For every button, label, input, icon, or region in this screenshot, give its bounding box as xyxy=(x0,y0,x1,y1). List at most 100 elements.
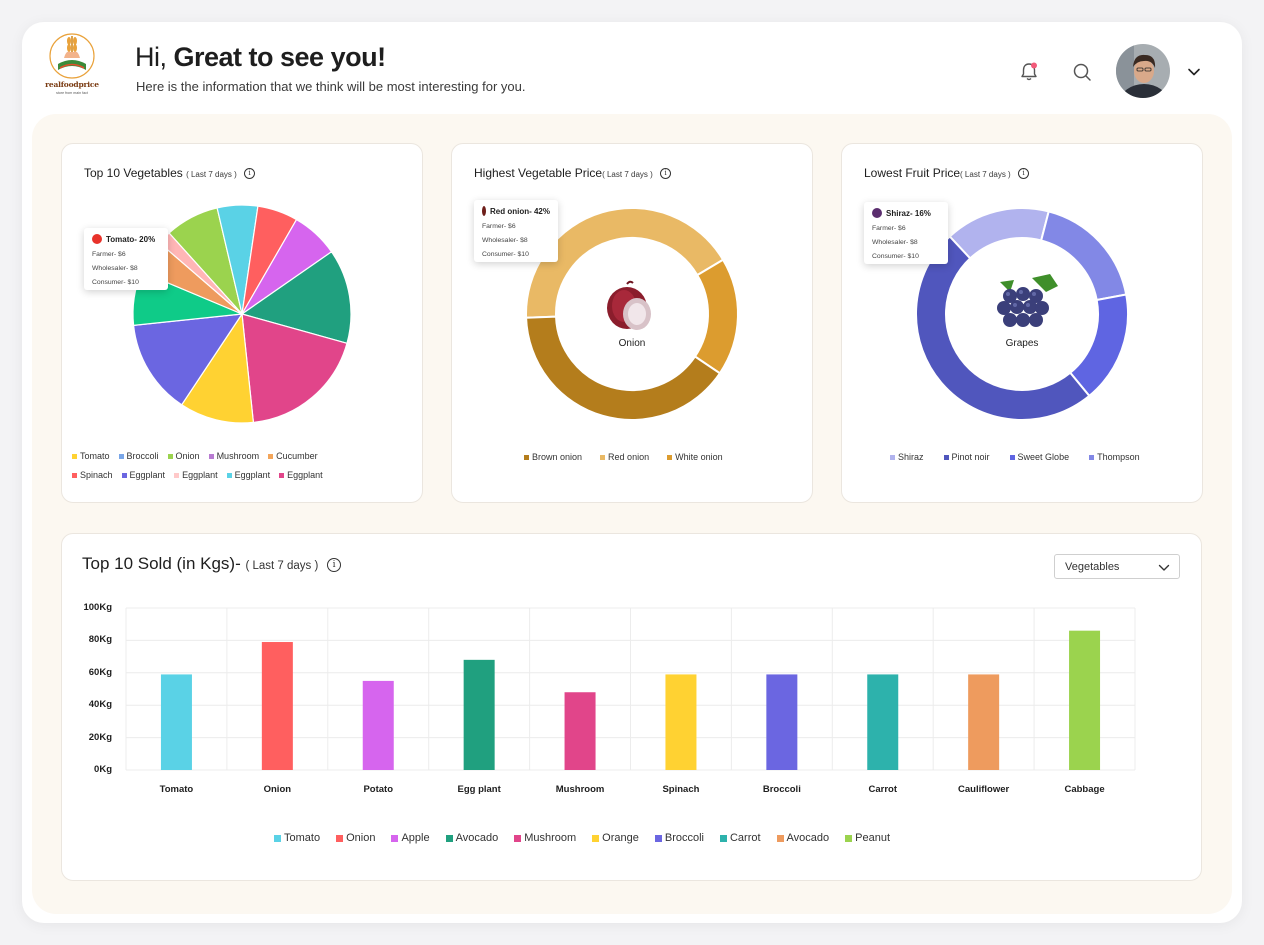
donut-center-label: Onion xyxy=(582,338,682,349)
bar-cauliflower[interactable] xyxy=(968,674,999,770)
legend-swatch xyxy=(514,835,521,842)
grapes-icon xyxy=(872,208,882,218)
legend-label: Avocado xyxy=(787,832,830,844)
legend-label: Mushroom xyxy=(524,832,576,844)
chevron-down-icon xyxy=(1184,62,1204,82)
legend-label: Mushroom xyxy=(217,451,260,461)
bar-potato[interactable] xyxy=(363,681,394,770)
legend-label: Eggplant xyxy=(287,470,323,480)
dashboard-frame: realfoodprice store from main fact Hi, G… xyxy=(22,22,1242,923)
legend-item-onion: Onion xyxy=(168,451,200,461)
legend-label: Tomato xyxy=(80,451,110,461)
bar-cabbage[interactable] xyxy=(1069,631,1100,770)
legend-item-red-onion: Red onion xyxy=(600,452,649,462)
legend-label: Cucumber xyxy=(276,451,318,461)
slice-sweet-globe-2[interactable] xyxy=(1070,295,1128,396)
x-tick-label: Potato xyxy=(328,784,428,795)
legend-swatch xyxy=(446,835,453,842)
tooltip-farmer: Farmer- $6 xyxy=(482,223,550,230)
top-sold-bar-chart xyxy=(62,534,1201,880)
x-tick-label: Carrot xyxy=(833,784,933,795)
tooltip-title: Red onion- 42% xyxy=(490,207,550,216)
legend-label: Apple xyxy=(401,832,429,844)
bar-tomato[interactable] xyxy=(161,674,192,770)
legend-label: Sweet Globe xyxy=(1018,452,1070,462)
x-tick-label: Spinach xyxy=(631,784,731,795)
account-menu-toggle[interactable] xyxy=(1184,62,1204,82)
legend-swatch xyxy=(72,454,77,459)
legend-swatch xyxy=(720,835,727,842)
legend-item-broccoli: Broccoli xyxy=(119,451,159,461)
bar-chart-legend: Tomato Onion Apple Avocado Mushroom Orange Bro… xyxy=(274,832,890,844)
legend-swatch xyxy=(524,455,529,460)
user-avatar[interactable] xyxy=(1116,44,1170,98)
search-button[interactable] xyxy=(1070,60,1094,84)
legend-item-onion: Onion xyxy=(336,832,375,844)
legend-item-sweet-globe: Sweet Globe xyxy=(1010,452,1070,462)
top-sold-card: Top 10 Sold (in Kgs)- ( Last 7 days ) i … xyxy=(61,533,1202,881)
bar-spinach[interactable] xyxy=(665,674,696,770)
legend-swatch xyxy=(168,454,173,459)
legend-label: Brown onion xyxy=(532,452,582,462)
legend-label: Red onion xyxy=(608,452,649,462)
legend-label: Pinot noir xyxy=(952,452,990,462)
logo-tagline: store from main fact xyxy=(44,91,100,95)
legend-item-eggplant: Eggplant xyxy=(227,470,271,480)
bar-mushroom[interactable] xyxy=(565,692,596,770)
legend-swatch xyxy=(174,473,179,478)
grapes-icon xyxy=(980,272,1064,334)
bar-egg-plant[interactable] xyxy=(464,660,495,770)
legend-label: Shiraz xyxy=(898,452,924,462)
legend-item-orange: Orange xyxy=(592,832,639,844)
legend-item-avocado: Avocado xyxy=(777,832,830,844)
bar-onion[interactable] xyxy=(262,642,293,770)
tooltip-farmer: Farmer- $6 xyxy=(92,251,160,258)
y-tick-label: 60Kg xyxy=(72,667,112,678)
tooltip-consumer: Consumer- $10 xyxy=(872,253,940,260)
page-title: Hi, Great to see you! xyxy=(135,42,386,73)
legend-item-cucumber: Cucumber xyxy=(268,451,318,461)
search-icon xyxy=(1070,60,1094,84)
x-tick-label: Mushroom xyxy=(530,784,630,795)
bar-broccoli[interactable] xyxy=(766,674,797,770)
highest-vegetable-price-card: Highest Vegetable Price( Last 7 days ) i… xyxy=(451,143,813,503)
top-vegetables-card: Top 10 Vegetables ( Last 7 days ) i Toma… xyxy=(61,143,423,503)
legend-item-eggplant: Eggplant xyxy=(279,470,323,480)
legend-label: Avocado xyxy=(456,832,499,844)
x-tick-label: Onion xyxy=(227,784,327,795)
slice-white-onion-1[interactable] xyxy=(695,260,738,374)
tooltip-wholesaler: Wholesaler- $8 xyxy=(482,237,550,244)
greeting-bold: Great to see you! xyxy=(174,42,386,72)
chart-tooltip: Red onion- 42% Farmer- $6 Wholesaler- $8… xyxy=(474,200,558,262)
tomato-icon xyxy=(92,234,102,244)
legend-item-spinach: Spinach xyxy=(72,470,113,480)
pie-legend-row-1: Tomato Broccoli Onion Mushroom Cucumber xyxy=(72,451,318,461)
legend-label: Eggplant xyxy=(182,470,218,480)
legend-label: Onion xyxy=(346,832,375,844)
legend-label: Peanut xyxy=(855,832,890,844)
slice-shiraz-0[interactable] xyxy=(950,208,1049,258)
legend-label: Broccoli xyxy=(127,451,159,461)
notification-button[interactable] xyxy=(1017,60,1041,84)
legend-swatch xyxy=(655,835,662,842)
legend-label: Onion xyxy=(176,451,200,461)
onion-icon xyxy=(602,276,662,336)
tooltip-consumer: Consumer- $10 xyxy=(92,279,160,286)
legend-item-broccoli: Broccoli xyxy=(655,832,704,844)
legend-item-avocado: Avocado xyxy=(446,832,499,844)
brand-logo[interactable]: realfoodprice store from main fact xyxy=(44,28,100,98)
legend-swatch xyxy=(1010,455,1015,460)
legend-swatch xyxy=(119,454,124,459)
legend-swatch xyxy=(279,473,284,478)
avatar-portrait xyxy=(1116,44,1170,98)
y-tick-label: 40Kg xyxy=(72,699,112,710)
donut-legend: Shiraz Pinot noir Sweet Globe Thompson xyxy=(890,452,1140,462)
bar-carrot[interactable] xyxy=(867,674,898,770)
legend-item-apple: Apple xyxy=(391,832,429,844)
legend-swatch xyxy=(845,835,852,842)
x-tick-label: Broccoli xyxy=(732,784,832,795)
page-subtitle: Here is the information that we think wi… xyxy=(136,79,525,94)
legend-label: Tomato xyxy=(284,832,320,844)
x-tick-label: Tomato xyxy=(126,784,226,795)
legend-label: White onion xyxy=(675,452,723,462)
